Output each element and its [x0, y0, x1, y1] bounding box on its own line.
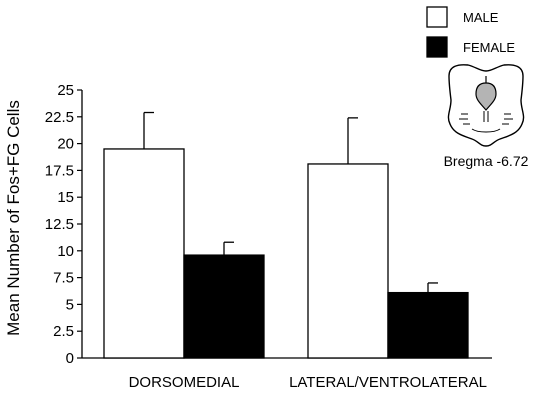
y-tick-label: 15 — [57, 189, 74, 206]
y-tick-label: 12.5 — [45, 216, 74, 233]
bars: DORSOMEDIAL LATERAL/VENTROLATERAL — [103, 111, 487, 391]
legend-swatch-male — [426, 6, 448, 28]
y-tick-label: 22.5 — [45, 109, 74, 126]
bar-female-1 — [387, 291, 469, 359]
legend-swatch-female — [426, 36, 448, 58]
bar-male-0 — [103, 148, 185, 359]
x-category-label: LATERAL/VENTROLATERAL — [289, 374, 487, 391]
x-category-label: DORSOMEDIAL — [129, 374, 240, 391]
y-tick-label: 10 — [57, 243, 74, 260]
brain-section-icon — [447, 64, 525, 147]
y-tick-label: 0 — [66, 350, 74, 367]
bregma-label: Bregma -6.72 — [444, 153, 529, 169]
y-axis-label: Mean Number of Fos+FG Cells — [4, 100, 23, 336]
y-tick-label: 2.5 — [53, 323, 74, 340]
y-tick-label: 5 — [66, 296, 74, 313]
brain-section-inset: Bregma -6.72 — [444, 64, 529, 169]
legend: MALE FEMALE — [426, 6, 515, 58]
bar-female-0 — [183, 254, 265, 359]
legend-label-male: MALE — [463, 10, 499, 25]
y-tick-label: 20 — [57, 136, 74, 153]
y-tick-label: 25 — [57, 82, 74, 99]
bar-male-1 — [307, 163, 389, 359]
y-tick-label: 17.5 — [45, 162, 74, 179]
y-tick-label: 7.5 — [53, 270, 74, 287]
legend-label-female: FEMALE — [463, 40, 515, 55]
